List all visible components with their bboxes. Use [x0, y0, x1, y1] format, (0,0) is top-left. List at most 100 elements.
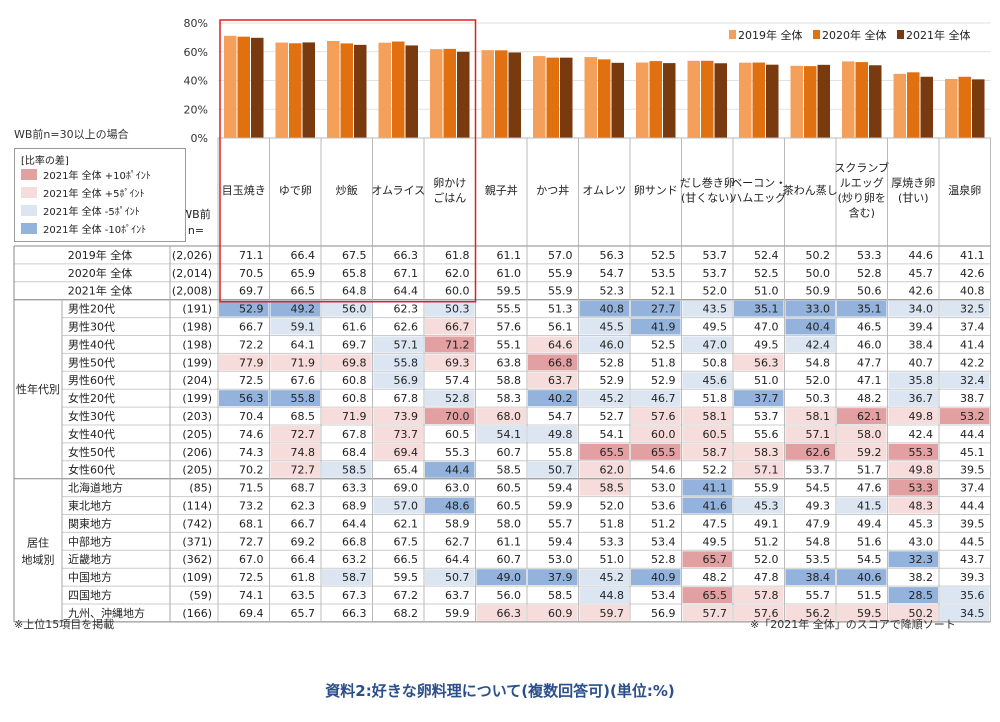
- bar-2019-8: [636, 62, 649, 138]
- table-cell: 40.2: [548, 392, 573, 405]
- table-cell: 51.0: [754, 374, 779, 387]
- table-cell: 58.5: [342, 464, 367, 477]
- table-cell: 68.7: [291, 482, 316, 495]
- table-cell: 49.8: [548, 428, 573, 441]
- table-cell: 53.3: [909, 482, 934, 495]
- table-cell: 60.0: [445, 285, 470, 298]
- bar-2020-14: [958, 76, 971, 138]
- table-cell: 58.9: [445, 517, 470, 530]
- table-cell: 64.4: [394, 285, 419, 298]
- highlight-cell: [528, 461, 578, 478]
- category-label: (甘くない): [681, 192, 734, 205]
- table-cell: 72.7: [239, 535, 264, 548]
- table-cell: 34.5: [960, 607, 985, 620]
- table-cell: 52.9: [600, 374, 625, 387]
- table-cell: 71.1: [239, 249, 264, 262]
- table-cell: 56.3: [600, 249, 625, 262]
- table-cell: 49.5: [703, 535, 728, 548]
- row-n: (2,026): [172, 249, 212, 262]
- table-cell: 59.5: [394, 571, 419, 584]
- table-cell: 48.2: [703, 571, 728, 584]
- highlight-cell: [579, 443, 629, 460]
- bar-2021-1: [302, 42, 315, 138]
- highlight-cell: [682, 336, 732, 353]
- table-cell: 52.0: [806, 374, 831, 387]
- table-cell: 52.8: [600, 356, 625, 369]
- table-cell: 57.0: [394, 500, 419, 513]
- table-cell: 53.7: [806, 464, 831, 477]
- bar-2019-6: [533, 56, 546, 138]
- table-cell: 53.5: [651, 267, 676, 280]
- table-cell: 69.8: [342, 356, 367, 369]
- table-cell: 58.1: [806, 410, 831, 423]
- table-cell: 53.4: [651, 535, 676, 548]
- table-cell: 39.5: [960, 517, 985, 530]
- table-cell: 32.5: [960, 303, 985, 316]
- table-cell: 64.8: [342, 285, 367, 298]
- highlight-cell: [682, 300, 732, 317]
- table-cell: 56.1: [548, 321, 573, 334]
- table-cell: 50.3: [445, 303, 470, 316]
- highlight-cell: [837, 300, 887, 317]
- row-label: 2021年 全体: [68, 284, 133, 298]
- highlight-cell: [528, 426, 578, 442]
- row-n: (199): [182, 392, 212, 405]
- table-cell: 67.0: [239, 553, 264, 566]
- table-cell: 35.1: [857, 303, 882, 316]
- highlight-cell: [270, 443, 320, 460]
- highlight-cell: [682, 605, 732, 621]
- highlight-cell: [322, 408, 372, 424]
- table-cell: 59.2: [857, 446, 882, 459]
- category-label: ハムエッグ: [731, 191, 786, 205]
- category-label: オムレツ: [582, 184, 626, 197]
- highlight-cell: [682, 408, 732, 424]
- table-cell: 44.4: [445, 464, 470, 477]
- category-label: (甘い): [898, 192, 929, 205]
- table-cell: 66.3: [342, 607, 367, 620]
- table-cell: 58.3: [497, 392, 522, 405]
- table-cell: 67.5: [342, 249, 367, 262]
- bar-2019-12: [842, 61, 855, 138]
- table-cell: 53.0: [548, 553, 573, 566]
- table-cell: 53.0: [651, 482, 676, 495]
- table-cell: 54.7: [548, 410, 573, 423]
- highlight-cell: [322, 569, 372, 586]
- table-cell: 40.7: [909, 356, 934, 369]
- highlight-cell: [425, 336, 475, 353]
- bar-2019-9: [687, 60, 700, 138]
- table-cell: 59.9: [548, 500, 573, 513]
- row-label: 北海道地方: [68, 481, 123, 495]
- table-cell: 46.0: [857, 338, 882, 351]
- table-cell: 59.4: [548, 482, 573, 495]
- table-cell: 52.8: [857, 267, 882, 280]
- table-cell: 58.7: [342, 571, 367, 584]
- highlight-cell: [682, 372, 732, 389]
- table-cell: 40.8: [960, 285, 985, 298]
- highlight-cell: [579, 605, 629, 621]
- table-cell: 51.7: [857, 464, 882, 477]
- table-cell: 47.9: [806, 517, 831, 530]
- highlight-cell: [682, 426, 732, 442]
- table-cell: 53.7: [703, 267, 728, 280]
- table-cell: 58.5: [497, 464, 522, 477]
- highlight-cell: [579, 336, 629, 353]
- table-cell: 56.3: [754, 356, 779, 369]
- category-label: ごはん: [433, 191, 466, 205]
- row-label: 関東地方: [68, 516, 112, 530]
- table-cell: 66.4: [291, 553, 316, 566]
- table-cell: 49.1: [754, 517, 779, 530]
- table-cell: 52.7: [600, 410, 625, 423]
- table-cell: 32.4: [960, 374, 985, 387]
- table-cell: 63.8: [497, 356, 522, 369]
- legend-item-minus5: 2021年 全体 -5ﾎﾟｲﾝﾄ: [21, 203, 140, 218]
- table-cell: 60.5: [445, 428, 470, 441]
- row-n: (198): [182, 321, 212, 334]
- row-n: (205): [182, 464, 212, 477]
- row-label: 女性40代: [68, 427, 115, 441]
- table-cell: 55.8: [394, 356, 419, 369]
- row-n: (114): [182, 500, 212, 513]
- table-cell: 47.1: [857, 374, 882, 387]
- table-cell: 43.5: [703, 303, 728, 316]
- highlight-cell: [322, 300, 372, 317]
- row-n: (206): [182, 446, 212, 459]
